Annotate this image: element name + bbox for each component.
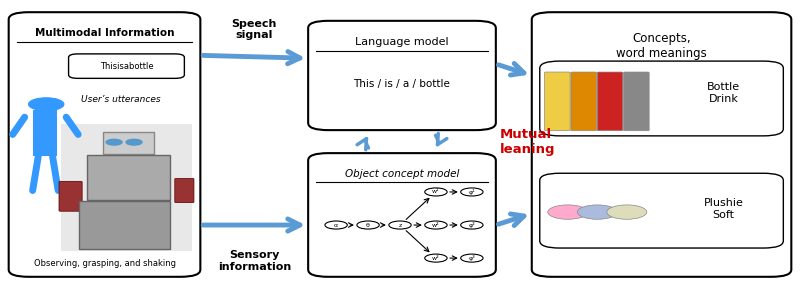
FancyBboxPatch shape	[308, 21, 496, 130]
FancyBboxPatch shape	[103, 132, 154, 154]
Text: User’s utterances: User’s utterances	[81, 95, 160, 104]
Circle shape	[425, 221, 447, 229]
FancyBboxPatch shape	[308, 153, 496, 277]
Text: w²: w²	[432, 223, 440, 227]
Text: Observing, grasping, and shaking: Observing, grasping, and shaking	[34, 259, 175, 268]
Circle shape	[126, 139, 142, 145]
Text: Speech
signal: Speech signal	[231, 19, 277, 40]
Circle shape	[106, 139, 122, 145]
Text: Thisisabottle: Thisisabottle	[100, 62, 154, 71]
Text: φ¹: φ¹	[469, 189, 475, 195]
Text: Object concept model: Object concept model	[345, 169, 459, 179]
Circle shape	[425, 188, 447, 196]
FancyBboxPatch shape	[571, 72, 597, 131]
Text: φ³: φ³	[469, 255, 475, 261]
Text: θ: θ	[366, 223, 370, 227]
Text: Multimodal Information: Multimodal Information	[34, 28, 174, 38]
Circle shape	[461, 254, 483, 262]
FancyBboxPatch shape	[87, 155, 170, 200]
FancyBboxPatch shape	[624, 72, 649, 131]
Text: w³: w³	[432, 255, 440, 261]
Text: Language model: Language model	[355, 37, 449, 47]
Text: α: α	[334, 223, 338, 227]
Circle shape	[425, 254, 447, 262]
FancyBboxPatch shape	[9, 12, 200, 277]
FancyBboxPatch shape	[540, 61, 783, 136]
Circle shape	[325, 221, 347, 229]
Text: φ²: φ²	[469, 222, 475, 228]
Circle shape	[548, 205, 588, 219]
Text: w¹: w¹	[432, 190, 440, 194]
FancyBboxPatch shape	[34, 110, 58, 156]
FancyBboxPatch shape	[174, 178, 194, 203]
Circle shape	[461, 221, 483, 229]
FancyBboxPatch shape	[59, 181, 82, 211]
FancyBboxPatch shape	[532, 12, 791, 277]
Circle shape	[389, 221, 411, 229]
Circle shape	[461, 188, 483, 196]
Text: Concepts,
word meanings: Concepts, word meanings	[616, 32, 707, 60]
Text: Mutual
leaning: Mutual leaning	[500, 128, 555, 155]
Circle shape	[578, 205, 618, 219]
Text: This / is / a / bottle: This / is / a / bottle	[354, 79, 450, 89]
FancyBboxPatch shape	[540, 173, 783, 248]
Circle shape	[29, 98, 64, 111]
Circle shape	[607, 205, 646, 219]
Text: Bottle
Drink: Bottle Drink	[707, 82, 740, 103]
FancyBboxPatch shape	[61, 124, 192, 251]
Text: Sensory
information: Sensory information	[218, 250, 291, 272]
FancyBboxPatch shape	[598, 72, 623, 131]
FancyBboxPatch shape	[69, 54, 184, 78]
Circle shape	[357, 221, 379, 229]
FancyBboxPatch shape	[545, 72, 570, 131]
FancyBboxPatch shape	[79, 201, 170, 249]
Text: z: z	[398, 223, 402, 227]
Text: Plushie
Soft: Plushie Soft	[703, 199, 743, 220]
